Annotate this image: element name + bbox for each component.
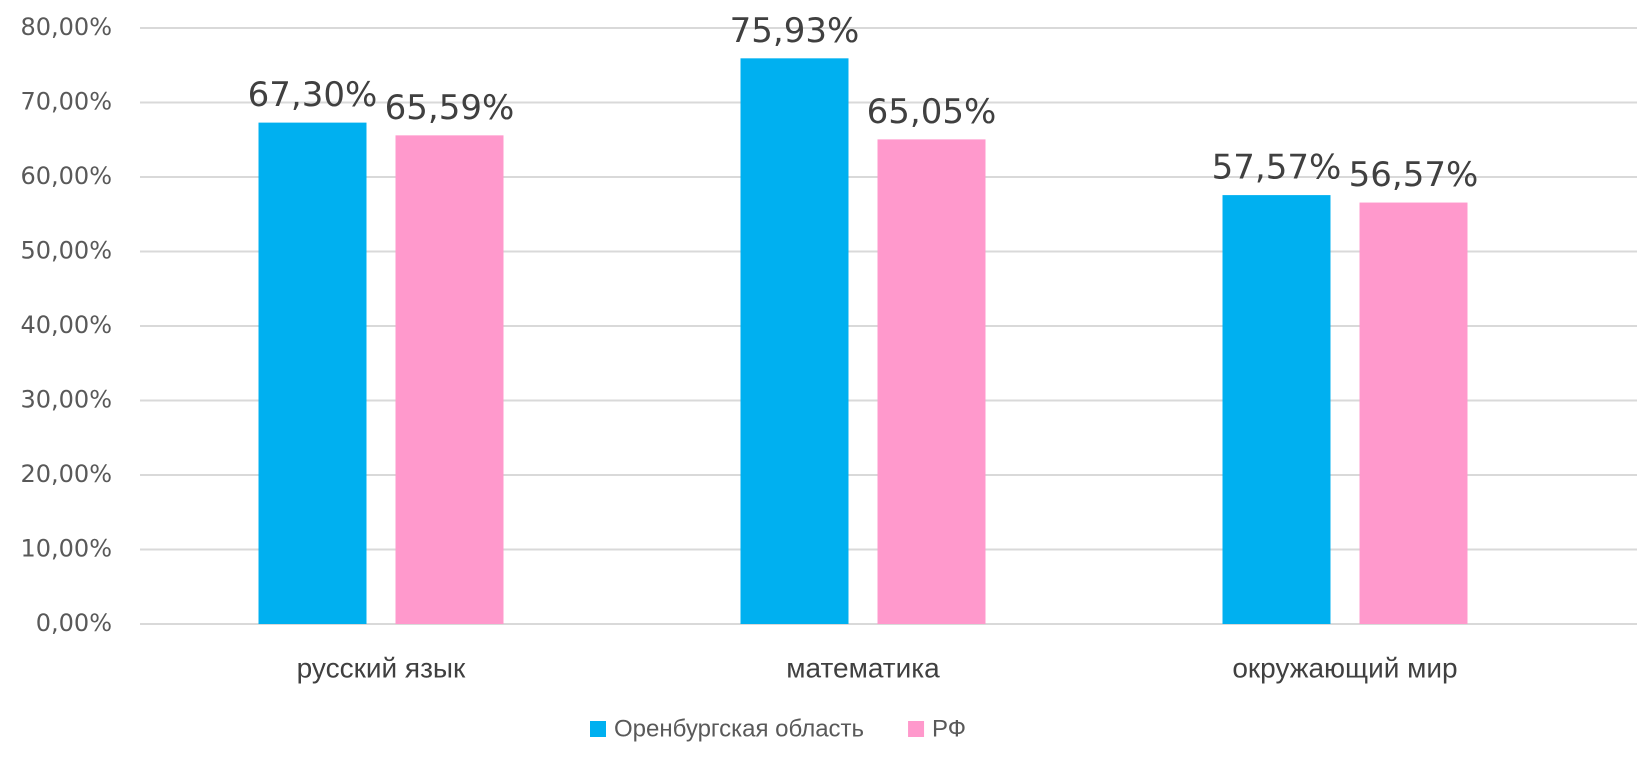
- x-tick-label: окружающий мир: [1232, 652, 1457, 683]
- y-tick-label: 0,00%: [36, 609, 112, 637]
- value-label: 75,93%: [730, 11, 860, 51]
- value-label: 57,57%: [1212, 148, 1342, 188]
- value-label: 56,57%: [1349, 155, 1479, 195]
- bar: [877, 139, 986, 624]
- y-tick-label: 80,00%: [20, 13, 112, 41]
- y-tick-label: 50,00%: [20, 237, 112, 265]
- legend-label: Оренбургская область: [614, 715, 864, 742]
- bar: [740, 58, 849, 625]
- x-tick-label: математика: [786, 652, 940, 683]
- y-tick-label: 40,00%: [20, 311, 112, 339]
- bar: [1359, 202, 1468, 624]
- value-label: 67,30%: [248, 75, 378, 115]
- y-tick-label: 30,00%: [20, 386, 112, 414]
- legend-swatch: [590, 721, 606, 737]
- legend-swatch: [908, 721, 925, 737]
- y-tick-label: 20,00%: [20, 460, 112, 488]
- x-tick-label: русский язык: [297, 652, 466, 683]
- y-tick-label: 60,00%: [20, 162, 112, 190]
- y-tick-label: 70,00%: [20, 88, 112, 116]
- value-label: 65,05%: [867, 92, 997, 132]
- bar: [258, 122, 367, 625]
- bar: [395, 135, 504, 625]
- value-label: 65,59%: [385, 88, 515, 128]
- bar: [1222, 195, 1331, 624]
- legend-label: РФ: [932, 715, 966, 742]
- y-tick-label: 10,00%: [20, 535, 112, 563]
